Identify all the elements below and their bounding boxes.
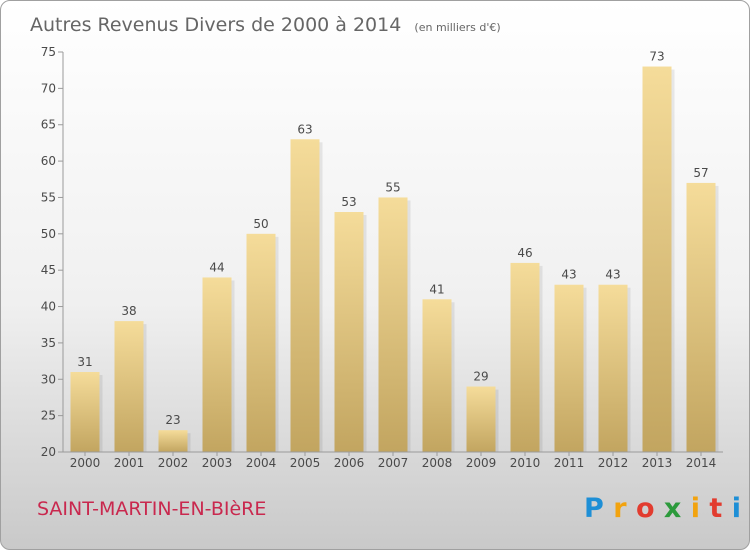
y-tick-label: 50 (41, 227, 56, 241)
x-tick-label: 2004 (246, 456, 277, 470)
y-axis: 20 25 30 35 40 45 50 55 60 65 70 75 (41, 45, 63, 459)
bar-2014 (686, 182, 716, 452)
chart-title: Autres Revenus Divers de 2000 à 2014 (30, 14, 401, 36)
data-label-2012: 43 (605, 268, 620, 282)
data-label-2007: 55 (385, 180, 400, 194)
data-label-2000: 31 (77, 355, 92, 369)
bar-2004 (246, 233, 276, 452)
proxiti-logo: P r o x i t i (584, 493, 741, 524)
y-tick-label: 20 (41, 445, 56, 459)
data-label-2005: 63 (297, 122, 312, 136)
logo-letter: P (584, 493, 604, 524)
y-tick-label: 35 (41, 336, 56, 350)
bar-2009 (466, 386, 496, 452)
y-tick-label: 45 (41, 263, 56, 277)
x-tick-label: 2007 (378, 456, 409, 470)
commune-name: SAINT-MARTIN-EN-BIèRE (37, 498, 266, 520)
data-label-2011: 43 (561, 268, 576, 282)
y-tick-label: 25 (41, 409, 56, 423)
x-tick-label: 2012 (598, 456, 629, 470)
x-tick-label: 2013 (642, 456, 673, 470)
data-label-2013: 73 (649, 50, 664, 64)
x-tick-label: 2005 (290, 456, 321, 470)
x-tick-label: 2014 (686, 456, 717, 470)
x-tick-label: 2006 (334, 456, 365, 470)
data-label-2009: 29 (473, 370, 488, 384)
bar-2008 (422, 299, 452, 452)
bar-2013 (642, 66, 672, 452)
svg-text:Autres Revenus Divers de 2000: Autres Revenus Divers de 2000 à 2014 (en… (30, 14, 501, 36)
data-label-2002: 23 (165, 413, 180, 427)
bar-2001 (114, 321, 144, 452)
y-tick-label: 70 (41, 81, 56, 95)
logo-letter: i (732, 493, 741, 524)
data-label-2014: 57 (693, 166, 708, 180)
bar-2002 (158, 430, 188, 452)
bar-2000 (70, 372, 100, 452)
x-tick-label: 2003 (202, 456, 233, 470)
bar-series: 31 38 23 44 50 63 53 55 41 29 46 43 43 73 57 (70, 50, 719, 453)
x-tick-label: 2008 (422, 456, 453, 470)
x-tick-label: 2002 (158, 456, 189, 470)
bar-2011 (554, 284, 584, 452)
bar-2003 (202, 277, 232, 452)
chart-subtitle: (en milliers d'€) (414, 21, 500, 34)
bar-2012 (598, 284, 628, 452)
x-tick-label: 2001 (114, 456, 145, 470)
data-label-2001: 38 (121, 304, 136, 318)
x-tick-label: 2000 (70, 456, 101, 470)
data-label-2010: 46 (517, 246, 532, 260)
x-tick-label: 2009 (466, 456, 497, 470)
bar-2007 (378, 197, 408, 452)
bar-2005 (290, 139, 320, 453)
y-tick-label: 40 (41, 300, 56, 314)
y-tick-label: 55 (41, 190, 56, 204)
data-label-2004: 50 (253, 217, 268, 231)
y-tick-label: 75 (41, 45, 56, 59)
logo-letter: r (613, 493, 627, 524)
logo-letter: o (636, 493, 655, 524)
y-tick-label: 30 (41, 372, 56, 386)
x-tick-label: 2010 (510, 456, 541, 470)
bar-2010 (510, 262, 540, 452)
logo-letter: x (664, 493, 681, 524)
x-axis: 2000 2001 2002 2003 2004 2005 2006 2007 2008 2009… (70, 452, 717, 470)
data-label-2003: 44 (209, 260, 224, 274)
data-label-2008: 41 (429, 282, 444, 296)
logo-letter: t (709, 493, 722, 524)
data-label-2006: 53 (341, 195, 356, 209)
y-tick-label: 60 (41, 154, 56, 168)
bar-2006 (334, 212, 364, 452)
x-tick-label: 2011 (554, 456, 585, 470)
logo-letter: i (691, 493, 700, 524)
y-tick-label: 65 (41, 118, 56, 132)
